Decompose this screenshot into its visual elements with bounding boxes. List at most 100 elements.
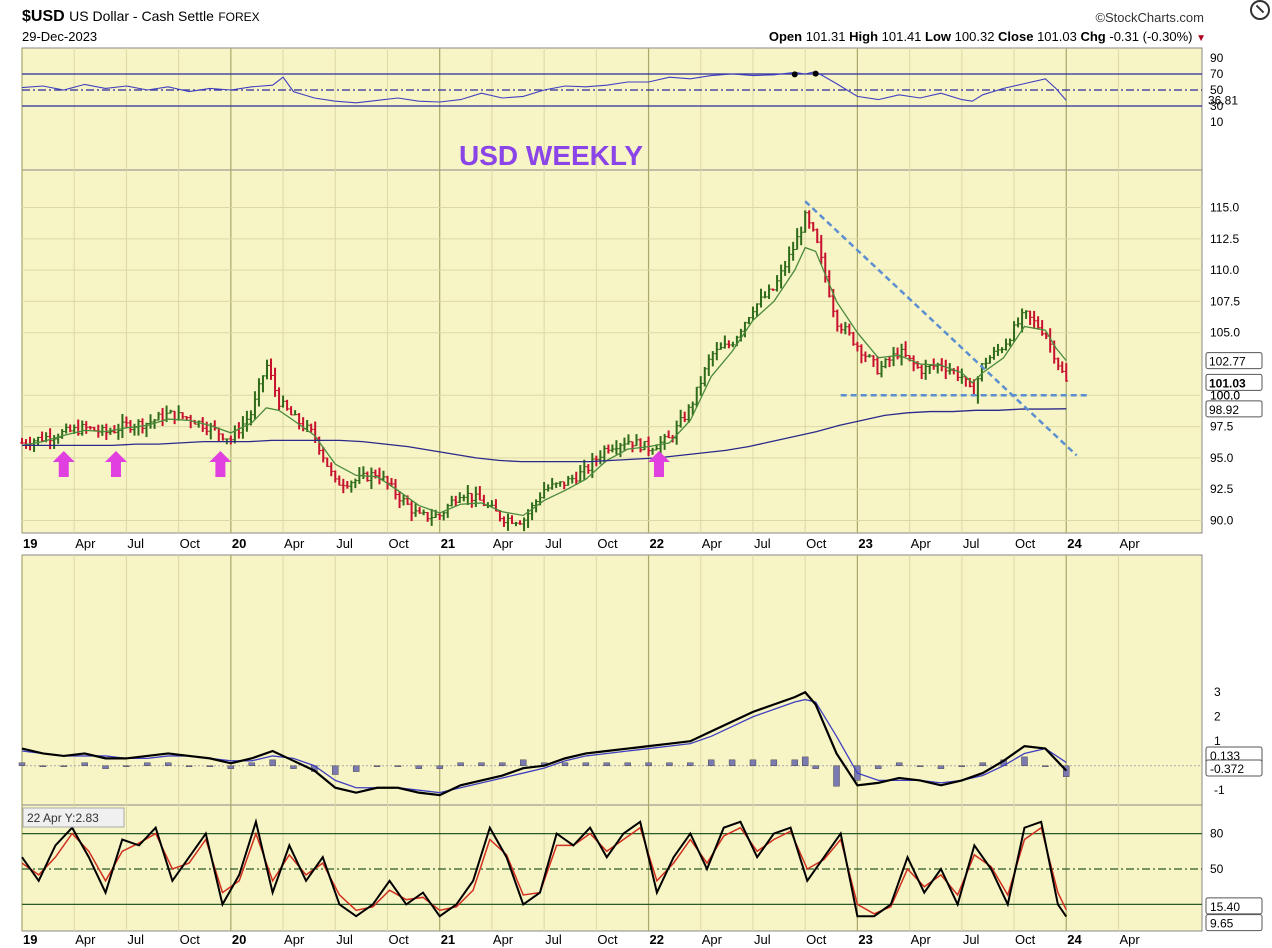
price-tick-label: 112.5	[1210, 232, 1239, 246]
x-tick-label: 20	[232, 932, 246, 947]
price-tick-label: 95.0	[1210, 451, 1234, 465]
up-arrow-icon	[209, 451, 232, 477]
macd-histogram-bar	[1063, 765, 1070, 777]
macd-histogram-bar	[582, 762, 590, 766]
macd-histogram-bar	[394, 765, 402, 767]
macd-histogram-bar	[39, 765, 47, 767]
x-tick-label: 20	[232, 536, 246, 551]
x-tick-label: Oct	[1015, 536, 1036, 551]
downtrend-line	[804, 200, 1078, 457]
x-tick-label: Jul	[545, 932, 562, 947]
x-tick-label: Apr	[284, 536, 305, 551]
ma-long-last-label: 98.92	[1209, 403, 1239, 417]
support-label: 100.0	[1210, 388, 1240, 402]
chg-value: -0.31 (-0.30%)	[1109, 29, 1193, 44]
high-label: High	[849, 29, 879, 44]
macd-histogram-bar	[791, 759, 798, 766]
x-tick-label: Jul	[336, 932, 353, 947]
price-tick-label: 92.5	[1210, 482, 1234, 496]
rsi-overbought-mark	[791, 71, 798, 78]
macd-histogram-bar	[812, 765, 819, 769]
x-tick-label: Apr	[702, 932, 723, 947]
rsi-last-label: 36.81	[1208, 94, 1238, 108]
macd-tick-label: 3	[1214, 685, 1221, 699]
macd-histogram-bar	[603, 762, 610, 766]
macd-histogram-bar	[937, 765, 945, 769]
ma-short-last-label: 102.77	[1209, 355, 1246, 369]
macd-histogram-bar	[248, 762, 255, 766]
macd-histogram-bar	[958, 765, 966, 767]
x-tick-label: 23	[858, 932, 872, 947]
x-tick-label: Oct	[180, 536, 201, 551]
x-tick-label: Apr	[1119, 536, 1140, 551]
macd-histogram-bar	[499, 762, 506, 766]
open-value: 101.31	[805, 29, 846, 44]
ma-long-last-label-box	[1205, 400, 1263, 418]
ohlc-readout: Open 101.31 High 101.41 Low 100.32 Close…	[769, 29, 1206, 44]
x-tick-label: Oct	[388, 536, 409, 551]
price-tick-label: 107.5	[1210, 294, 1240, 308]
macd-histogram-bar	[102, 765, 109, 769]
stoch-k-line	[21, 818, 1068, 918]
macd-hist-last-label: -0.372	[1210, 762, 1244, 776]
rsi-tick-label: 50	[1210, 83, 1224, 97]
price-tick-label: 90.0	[1210, 513, 1234, 527]
macd-histogram-bar	[185, 765, 193, 767]
macd-histogram-bar	[478, 762, 485, 766]
x-tick-label: 19	[23, 536, 37, 551]
macd-histogram-bar	[373, 765, 381, 767]
close-last-label-box	[1205, 373, 1263, 391]
symbol: $USD	[22, 8, 65, 25]
x-tick-label: Jul	[963, 932, 980, 947]
chart-date: 29-Dec-2023	[22, 29, 98, 44]
macd-histogram-bar	[728, 759, 736, 766]
macd-line	[21, 690, 1068, 797]
macd-histogram-bar	[164, 762, 172, 766]
price-tick-label: 110.0	[1210, 263, 1239, 277]
close-icon[interactable]	[1250, 0, 1270, 20]
x-tick-label: Apr	[911, 536, 932, 551]
x-tick-label: 19	[23, 932, 37, 947]
macd-tick-label: -1	[1214, 783, 1225, 797]
stoch-tick-label: 50	[1210, 862, 1224, 876]
rsi-tick-label: 90	[1210, 51, 1224, 65]
macd-histogram-bar	[60, 765, 67, 767]
symbol-title: $USD US Dollar - Cash Settle FOREX	[22, 8, 260, 26]
x-tick-label: Apr	[702, 536, 723, 551]
stoch-panel-background	[21, 804, 1203, 932]
open-label: Open	[768, 29, 803, 44]
x-tick-label: Oct	[597, 536, 618, 551]
up-arrow-icon	[104, 451, 127, 477]
macd-histogram-bar	[81, 762, 88, 766]
up-arrow-icon	[647, 451, 670, 477]
macd-histogram-bar	[666, 762, 673, 766]
macd-histogram-bar	[687, 762, 694, 766]
macd-histogram-bar	[708, 759, 715, 766]
x-tick-label: 21	[441, 932, 455, 947]
macd-histogram-bar	[801, 756, 809, 766]
macd-histogram-bar	[1042, 765, 1049, 767]
x-tick-label: Jul	[127, 536, 144, 551]
x-tick-label: Apr	[284, 932, 305, 947]
stoch-d-last-label: 15.40	[1210, 900, 1240, 914]
x-tick-label: Jul	[545, 536, 562, 551]
macd-panel-background	[21, 554, 1203, 806]
rsi-line	[21, 71, 1067, 104]
macd-histogram-bar	[624, 762, 631, 766]
macd-histogram-bar	[269, 759, 276, 766]
down-triangle-icon: ▼	[1196, 33, 1206, 44]
exchange: FOREX	[218, 10, 260, 24]
ma-short-last-label-box	[1205, 352, 1263, 370]
macd-histogram-bar	[457, 762, 464, 766]
macd-histogram-bar	[332, 765, 339, 775]
symbol-description: US Dollar - Cash Settle	[69, 8, 214, 24]
brand-watermark[interactable]: ©StockCharts.com	[1095, 10, 1204, 25]
x-tick-label: 23	[858, 536, 872, 551]
macd-histogram-bar	[18, 762, 26, 766]
close-value: 101.03	[1037, 29, 1077, 44]
x-tick-label: Jul	[963, 536, 980, 551]
rsi-tick-label: 30	[1210, 99, 1224, 113]
price-tick-label: 100.0	[1210, 388, 1240, 402]
macd-histogram-bar	[227, 765, 235, 769]
